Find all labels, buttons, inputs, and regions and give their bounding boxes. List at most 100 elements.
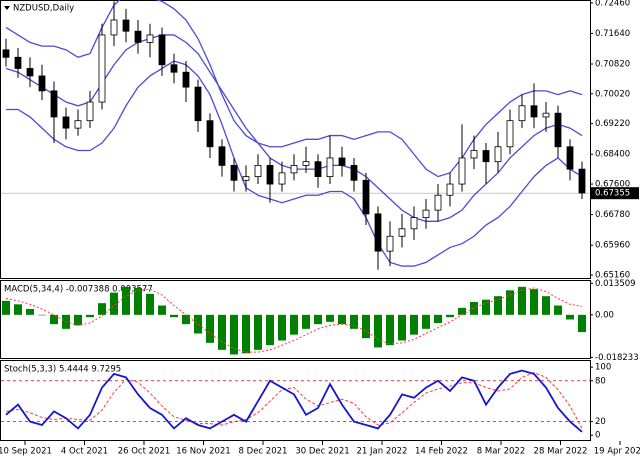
macd-bar	[98, 303, 106, 315]
x-tick-label: 26 Oct 2021	[118, 447, 171, 457]
bollinger-band	[6, 60, 583, 267]
y-tick-label: 0.68400	[595, 150, 630, 160]
candle-body	[50, 90, 58, 118]
y-tick-label: 100	[595, 363, 611, 373]
menu-icon	[4, 6, 10, 10]
macd-bar	[14, 304, 22, 315]
x-tick-label: 28 Mar 2022	[534, 447, 588, 457]
y-tick-label: 0.72460	[595, 0, 630, 8]
macd-bar	[170, 314, 178, 318]
y-tick-label: 0.65160	[595, 271, 630, 281]
macd-bar	[350, 314, 358, 329]
candle-body	[350, 165, 358, 181]
candle-body	[494, 146, 502, 163]
macd-signal	[5, 287, 583, 353]
y-tick-label: 0.70020	[595, 89, 630, 99]
candle-body	[278, 172, 286, 185]
macd-bar	[422, 314, 430, 329]
candle-body	[542, 112, 550, 118]
macd-bar	[26, 309, 34, 315]
candle-body	[434, 194, 442, 211]
macd-bar	[506, 290, 514, 315]
macd-bar	[314, 314, 322, 325]
macd-bar	[182, 314, 190, 325]
candle-body	[578, 168, 586, 194]
candle-body	[362, 179, 370, 215]
candle-body	[530, 105, 538, 118]
macd-bar	[158, 305, 166, 315]
macd-bar	[302, 314, 310, 329]
chart-title: NZDUSD,Daily	[13, 4, 74, 14]
candle-body	[338, 157, 346, 166]
macd-bar	[554, 305, 562, 315]
y-tick-label: 0.013509	[595, 279, 636, 289]
x-tick-label: 8 Dec 2021	[239, 447, 288, 457]
last-price-box	[591, 187, 639, 200]
macd-bar	[206, 314, 214, 343]
candle-body	[122, 19, 130, 32]
y-tick-label: 80	[595, 376, 606, 386]
macd-bar	[194, 314, 202, 334]
candle-body	[38, 75, 46, 92]
macd-bar	[74, 314, 82, 326]
y-tick-label: 0.71640	[595, 29, 630, 39]
x-tick-label: 8 Mar 2022	[477, 447, 525, 457]
candle-body	[14, 56, 22, 69]
macd-panel	[0, 280, 591, 359]
macd-bar	[386, 314, 394, 346]
y-tick-label: 0.70820	[595, 60, 630, 70]
macd-bar	[110, 292, 118, 315]
candle-body	[242, 176, 250, 181]
candle-body	[134, 30, 142, 43]
macd-bar	[410, 314, 418, 335]
macd-bar	[446, 314, 454, 318]
candle-body	[218, 146, 226, 166]
macd-bar	[470, 302, 478, 315]
x-tick-label: 30 Dec 2021	[295, 447, 349, 457]
macd-bar	[230, 314, 238, 355]
x-tick-label: 21 Jan 2022	[357, 447, 408, 457]
candle-body	[74, 120, 82, 129]
stoch-signal	[5, 372, 583, 429]
candle-body	[194, 86, 202, 122]
candle-body	[146, 34, 154, 43]
macd-bar	[530, 289, 538, 315]
macd-bar	[86, 314, 94, 318]
macd-bar	[494, 296, 502, 315]
candle-body	[506, 120, 514, 148]
macd-bar	[398, 314, 406, 341]
candle-body	[110, 19, 118, 36]
macd-bar	[122, 286, 130, 315]
candle-body	[62, 116, 70, 129]
macd-bar	[362, 314, 370, 339]
candle-body	[386, 235, 394, 252]
macd-bar	[242, 314, 250, 354]
macd-bar	[326, 314, 334, 322]
candle-body	[458, 157, 466, 185]
candle-body	[446, 183, 454, 196]
x-tick-label: 16 Nov 2021	[176, 447, 230, 457]
candle-body	[2, 49, 10, 58]
macd-bar	[254, 314, 262, 350]
candle-body	[422, 209, 430, 219]
y-tick-label: 0.66780	[595, 210, 630, 220]
macd-bar	[518, 286, 526, 315]
candle-body	[518, 105, 526, 122]
candle-body	[554, 112, 562, 148]
y-tick-label: 0.65960	[595, 241, 630, 251]
stoch-panel	[0, 360, 591, 441]
macd-bar	[2, 300, 10, 315]
x-tick-label: 10 Sep 2021	[0, 447, 52, 457]
candle-body	[482, 150, 490, 163]
candle-body	[98, 34, 106, 103]
candle-body	[158, 34, 166, 66]
candle-body	[170, 64, 178, 73]
macd-bar	[218, 314, 226, 350]
candle-body	[374, 213, 382, 252]
macd-bar	[578, 314, 586, 333]
macd-bar	[38, 314, 46, 316]
x-tick-label: 19 Apr 2022	[594, 447, 640, 457]
x-tick-label: 4 Oct 2021	[61, 447, 108, 457]
